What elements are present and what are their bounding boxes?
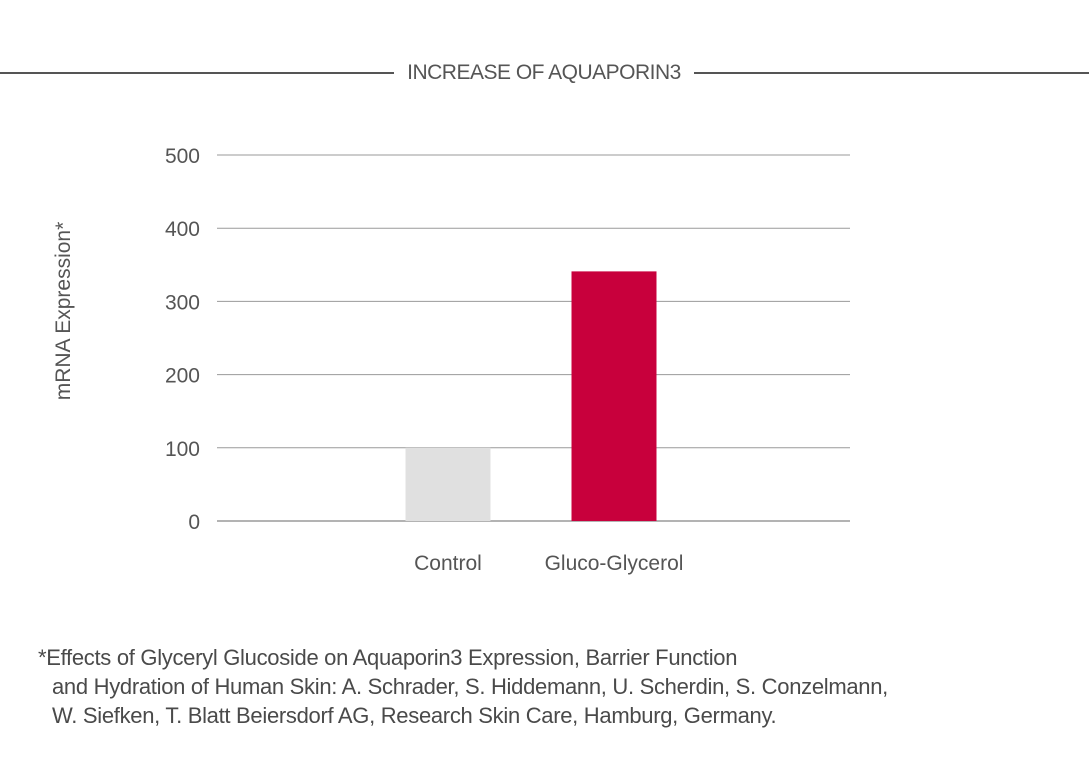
footnote: *Effects of Glyceryl Glucoside on Aquapo… [38, 643, 1078, 730]
y-tick-label: 100 [165, 438, 200, 461]
y-tick-label: 400 [165, 218, 200, 241]
chart-title-row: INCREASE OF AQUAPORIN3 [0, 58, 1089, 88]
footnote-line-1: *Effects of Glyceryl Glucoside on Aquapo… [38, 645, 738, 670]
y-axis-label: mRNA Expression* [52, 222, 75, 401]
x-tick-label: Gluco-Glycerol [545, 552, 684, 575]
footnote-line-3: W. Siefken, T. Blatt Beiersdorf AG, Rese… [52, 703, 777, 728]
y-tick-label: 0 [188, 511, 200, 534]
y-tick-label: 500 [165, 145, 200, 168]
bar-chart: 0 100 200 300 400 500 Control Gluco-Glycerol mRN… [52, 145, 850, 575]
y-tick-label: 200 [165, 365, 200, 388]
title-rule-left [0, 72, 394, 74]
bar [405, 447, 491, 521]
footnote-line-2: and Hydration of Human Skin: A. Schrader… [52, 674, 888, 699]
chart-title: INCREASE OF AQUAPORIN3 [407, 61, 681, 84]
x-tick-label: Control [414, 552, 482, 575]
bar [571, 271, 657, 521]
y-tick-label: 300 [165, 291, 200, 314]
title-rule-right [694, 72, 1089, 74]
